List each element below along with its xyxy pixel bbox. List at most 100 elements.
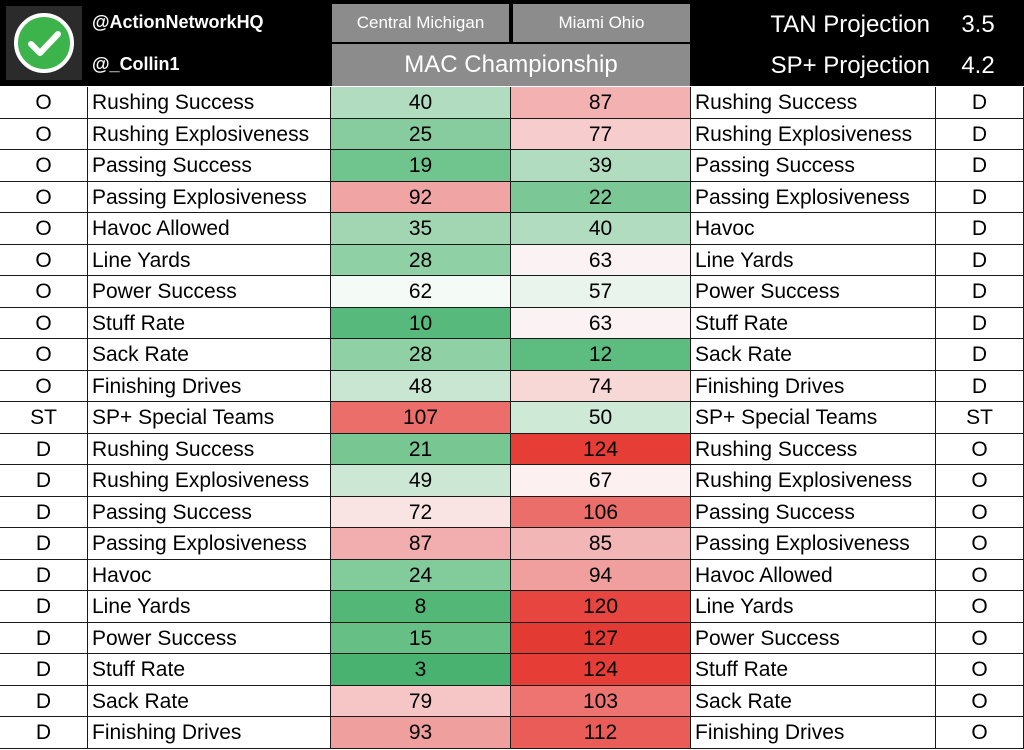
right-side-cell: O [936,559,1024,591]
left-side-cell: O [0,339,88,371]
miami-ohio-rank: 94 [511,559,691,591]
right-metric-label: Passing Success [691,150,936,182]
left-side-cell: O [0,244,88,276]
right-metric-label: Havoc [691,213,936,245]
right-side-cell: D [936,276,1024,308]
checkmark-circle-icon [14,13,74,73]
miami-ohio-rank: 74 [511,370,691,402]
left-side-cell: O [0,118,88,150]
left-metric-label: Stuff Rate [88,307,331,339]
miami-ohio-rank: 63 [511,307,691,339]
right-side-cell: ST [936,402,1024,434]
central-michigan-rank: 107 [331,402,511,434]
left-metric-label: Rushing Success [88,87,331,119]
right-metric-label: Rushing Success [691,433,936,465]
left-side-cell: D [0,591,88,623]
left-side-cell: O [0,87,88,119]
left-metric-label: Sack Rate [88,339,331,371]
team-right-header: Miami Ohio [513,4,690,42]
left-metric-label: Passing Success [88,496,331,528]
left-side-cell: O [0,276,88,308]
miami-ohio-rank: 120 [511,591,691,623]
central-michigan-rank: 28 [331,244,511,276]
team-left-header: Central Michigan [332,4,509,42]
right-metric-label: Finishing Drives [691,370,936,402]
right-side-cell: D [936,213,1024,245]
left-side-cell: D [0,496,88,528]
left-metric-label: Passing Explosiveness [88,528,331,560]
left-side-cell: D [0,528,88,560]
miami-ohio-rank: 40 [511,213,691,245]
right-metric-label: Rushing Success [691,87,936,119]
left-side-cell: D [0,717,88,749]
left-side-cell: O [0,181,88,213]
central-michigan-rank: 93 [331,717,511,749]
miami-ohio-rank: 63 [511,244,691,276]
sp-projection-value: 4.2 [961,52,995,79]
miami-ohio-rank: 85 [511,528,691,560]
left-side-cell: O [0,370,88,402]
left-metric-label: Power Success [88,276,331,308]
right-side-cell: O [936,433,1024,465]
right-side-cell: D [936,118,1024,150]
right-side-cell: O [936,622,1024,654]
right-metric-label: Sack Rate [691,339,936,371]
left-side-cell: O [0,213,88,245]
right-side-cell: D [936,181,1024,213]
central-michigan-rank: 35 [331,213,511,245]
miami-ohio-rank: 103 [511,685,691,717]
right-metric-label: Line Yards [691,244,936,276]
right-side-cell: D [936,87,1024,119]
right-side-cell: O [936,528,1024,560]
right-metric-label: Sack Rate [691,685,936,717]
logo [6,6,82,80]
miami-ohio-rank: 127 [511,622,691,654]
miami-ohio-rank: 87 [511,87,691,119]
right-side-cell: D [936,370,1024,402]
miami-ohio-rank: 12 [511,339,691,371]
central-michigan-rank: 79 [331,685,511,717]
miami-ohio-rank: 124 [511,654,691,686]
right-side-cell: O [936,591,1024,623]
left-side-cell: D [0,465,88,497]
left-side-cell: D [0,654,88,686]
right-metric-label: Power Success [691,622,936,654]
left-metric-label: Havoc [88,559,331,591]
right-metric-label: SP+ Special Teams [691,402,936,434]
left-side-cell: D [0,622,88,654]
miami-ohio-rank: 106 [511,496,691,528]
central-michigan-rank: 40 [331,87,511,119]
central-michigan-rank: 62 [331,276,511,308]
miami-ohio-rank: 67 [511,465,691,497]
left-metric-label: Finishing Drives [88,717,331,749]
left-metric-label: Havoc Allowed [88,213,331,245]
right-metric-label: Havoc Allowed [691,559,936,591]
central-michigan-rank: 19 [331,150,511,182]
left-metric-label: Rushing Success [88,433,331,465]
right-side-cell: D [936,307,1024,339]
left-metric-label: Stuff Rate [88,654,331,686]
left-metric-label: SP+ Special Teams [88,402,331,434]
miami-ohio-rank: 112 [511,717,691,749]
central-michigan-rank: 48 [331,370,511,402]
central-michigan-rank: 92 [331,181,511,213]
right-side-cell: D [936,244,1024,276]
page-title: MAC Championship [332,44,690,86]
miami-ohio-rank: 22 [511,181,691,213]
left-side-cell: D [0,685,88,717]
miami-ohio-rank: 124 [511,433,691,465]
handle-secondary: @_Collin1 [92,54,180,74]
left-metric-label: Passing Success [88,150,331,182]
central-michigan-rank: 25 [331,118,511,150]
left-metric-label: Rushing Explosiveness [88,118,331,150]
central-michigan-rank: 10 [331,307,511,339]
left-side-cell: D [0,559,88,591]
right-side-cell: O [936,465,1024,497]
miami-ohio-rank: 50 [511,402,691,434]
right-metric-label: Stuff Rate [691,654,936,686]
right-metric-label: Line Yards [691,591,936,623]
right-side-cell: O [936,654,1024,686]
central-michigan-rank: 24 [331,559,511,591]
left-metric-label: Rushing Explosiveness [88,465,331,497]
